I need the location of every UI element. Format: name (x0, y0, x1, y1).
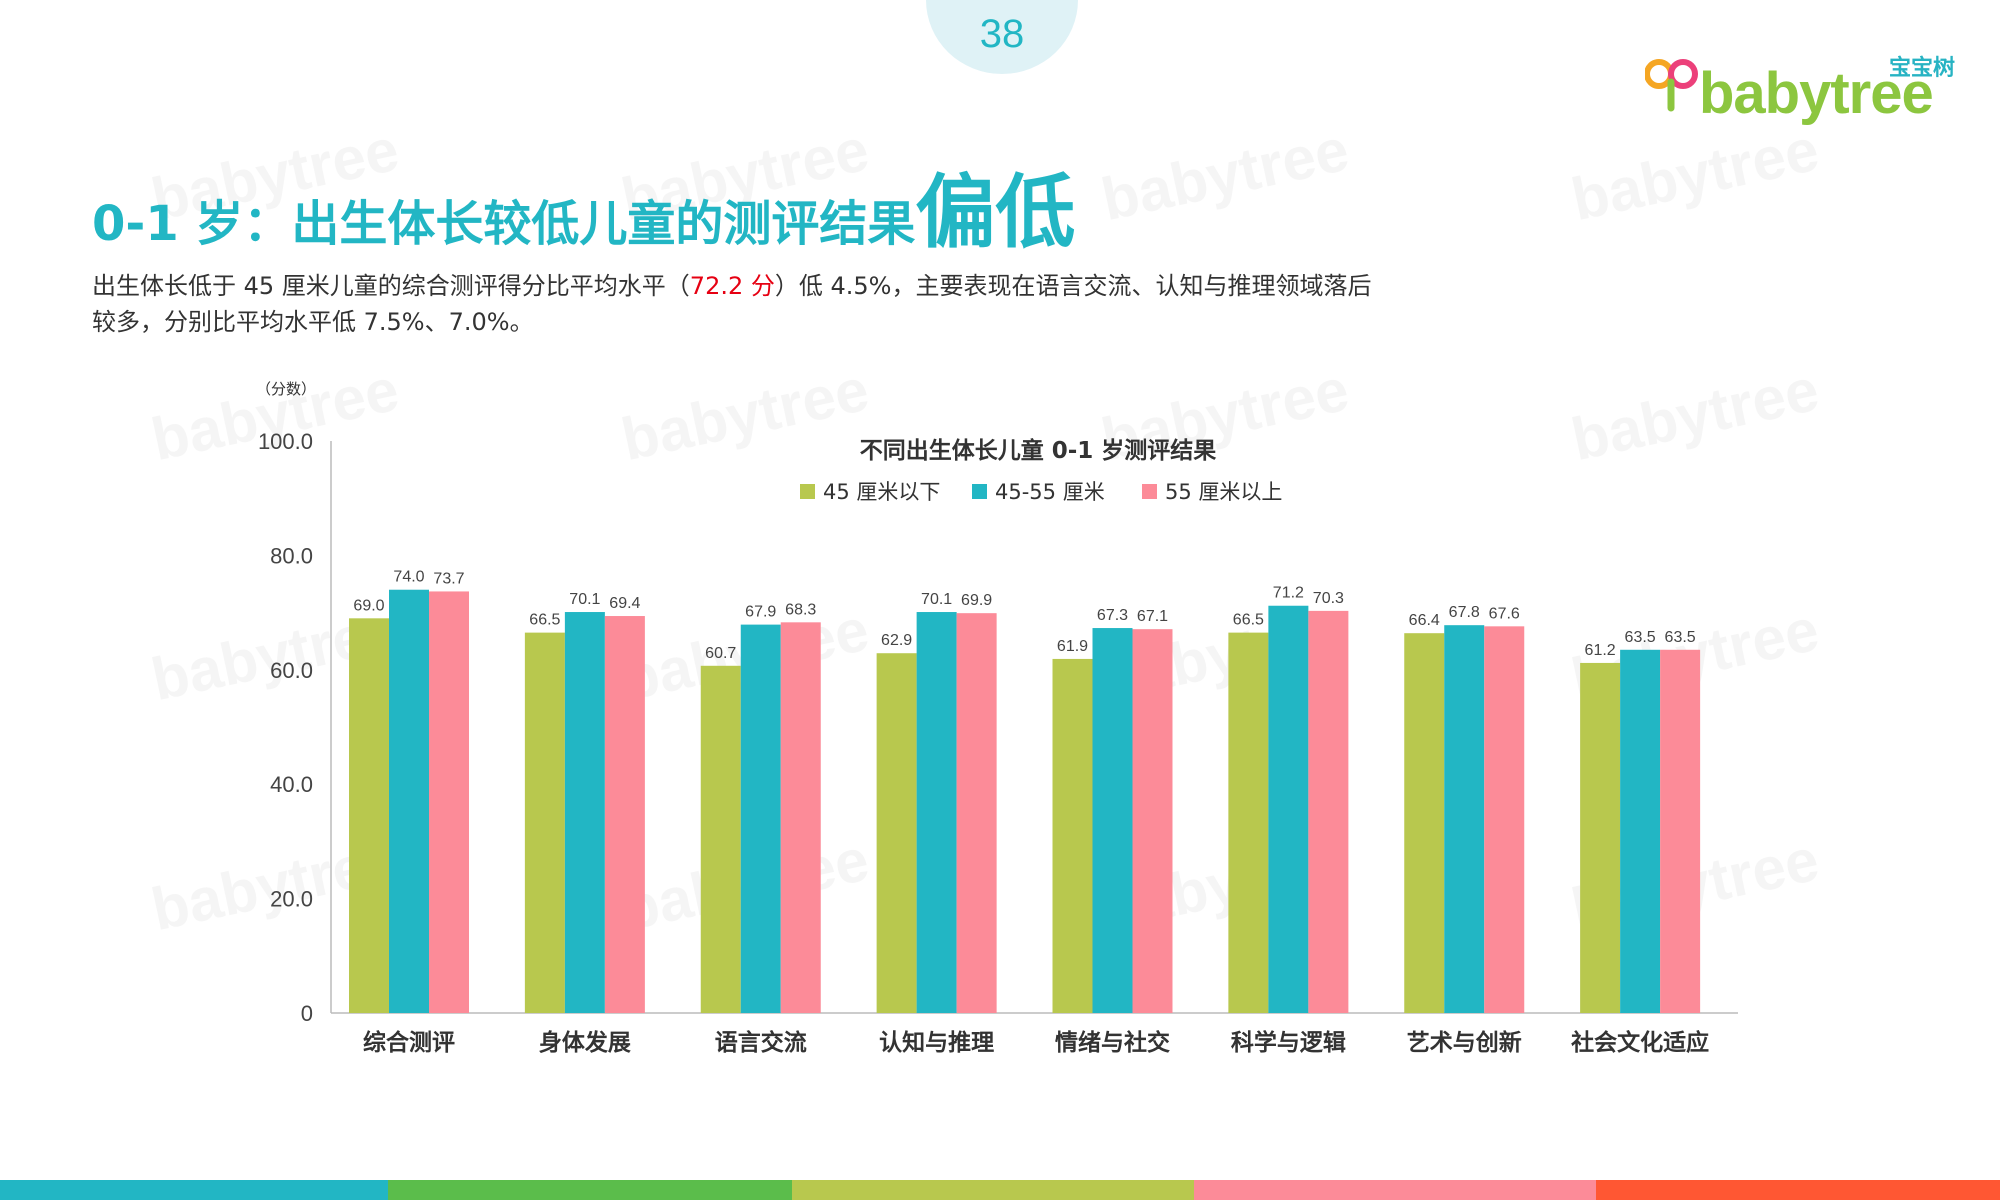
bar-value-label: 66.4 (1409, 612, 1440, 629)
x-tick-label: 身体发展 (539, 1029, 631, 1056)
page-title: 0-1 岁：出生体长较低儿童的测评结果偏低 (92, 148, 1075, 264)
y-tick-label: 80.0 (270, 543, 313, 568)
x-tick-label: 情绪与社交 (1055, 1029, 1170, 1056)
footer-stripe (1194, 1180, 1596, 1200)
bar-value-label: 68.3 (785, 601, 816, 618)
description-highlight: 72.2 分 (689, 272, 775, 300)
bar (1228, 632, 1269, 1013)
bar-value-label: 73.7 (433, 570, 464, 587)
bar (1620, 649, 1661, 1013)
legend-swatch (800, 484, 815, 499)
bar-value-label: 60.7 (705, 645, 736, 662)
bar-value-label: 62.9 (881, 632, 912, 649)
babytree-logo: 宝宝树 babytree (1645, 50, 1955, 126)
tree-logo-icon (1645, 59, 1698, 112)
bar (1484, 626, 1525, 1013)
bar-value-label: 67.1 (1137, 608, 1168, 625)
y-tick-label: 0 (301, 1001, 313, 1026)
x-tick-label: 认知与推理 (879, 1029, 994, 1056)
bar-value-label: 69.4 (609, 595, 640, 612)
y-axis-unit-label: （分数） (256, 380, 317, 398)
bar (876, 653, 917, 1013)
bar (1444, 625, 1485, 1013)
bar (604, 616, 645, 1013)
legend-swatch (972, 484, 987, 499)
bar (1660, 649, 1701, 1013)
bar (740, 624, 781, 1013)
bar (1268, 605, 1309, 1013)
bar-value-label: 69.0 (353, 597, 384, 614)
bar (1132, 629, 1173, 1013)
y-tick-label: 20.0 (270, 887, 313, 912)
bar-value-label: 74.0 (393, 569, 424, 586)
x-tick-label: 科学与逻辑 (1231, 1029, 1346, 1056)
bar (1308, 610, 1349, 1013)
bar-value-label: 66.5 (529, 612, 560, 629)
x-tick-label: 综合测评 (363, 1029, 455, 1056)
y-tick-label: 40.0 (270, 772, 313, 797)
logo-chinese-text: 宝宝树 (1888, 56, 1955, 81)
bar-value-label: 67.6 (1489, 605, 1520, 622)
bar-value-label: 70.3 (1313, 590, 1344, 607)
footer-stripe (0, 1180, 388, 1200)
title-main: 0-1 岁：出生体长较低儿童的测评结果 (92, 196, 916, 252)
bar (956, 613, 997, 1013)
description-part1: 出生体长低于 45 厘米儿童的综合测评得分比平均水平（ (92, 272, 690, 300)
chart-title: 不同出生体长儿童 0-1 岁测评结果 (860, 437, 1217, 464)
bar (564, 612, 605, 1013)
page-number: 38 (979, 12, 1025, 56)
x-tick-label: 社会文化适应 (1571, 1029, 1709, 1056)
legend-label: 45 厘米以下 (823, 480, 940, 504)
bar-value-label: 71.2 (1273, 585, 1304, 602)
legend-label: 55 厘米以上 (1165, 480, 1282, 504)
bar-value-label: 61.2 (1585, 642, 1616, 659)
bar-value-label: 63.5 (1625, 629, 1656, 646)
bar (700, 665, 741, 1013)
bar (916, 612, 957, 1013)
x-tick-label: 艺术与创新 (1407, 1029, 1522, 1056)
bar (1052, 658, 1093, 1013)
bar (429, 591, 469, 1013)
bar (1092, 628, 1133, 1013)
bar-value-label: 70.1 (921, 591, 952, 608)
bar (780, 622, 821, 1013)
bar (389, 589, 429, 1013)
bar-value-label: 67.3 (1097, 607, 1128, 624)
bar (1580, 662, 1621, 1013)
legend-label: 45-55 厘米 (995, 480, 1105, 504)
bar-value-label: 67.9 (745, 604, 776, 621)
legend-swatch (1142, 484, 1157, 499)
bar-value-label: 66.5 (1233, 612, 1264, 629)
bar-value-label: 61.9 (1057, 638, 1088, 655)
y-tick-label: 100.0 (258, 429, 313, 454)
footer-stripe (388, 1180, 792, 1200)
bar (524, 632, 565, 1013)
bar-value-label: 69.9 (961, 592, 992, 609)
bar-value-label: 70.1 (569, 591, 600, 608)
footer-stripe (1596, 1180, 2000, 1200)
description-part2: ）低 4.5%，主要表现在语言交流、认知与推理领域落后较多，分别比平均水平低 7… (92, 272, 1372, 336)
x-tick-label: 语言交流 (715, 1029, 807, 1056)
y-tick-label: 60.0 (270, 658, 313, 683)
bar (349, 618, 389, 1013)
bar-chart: 0 20.0 40.0 60.0 80.0 100.0 69.0 74.0 73.7 综合测评 66… (258, 429, 1738, 1056)
bar (1404, 633, 1445, 1013)
bar-value-label: 63.5 (1665, 629, 1696, 646)
footer-stripe (792, 1180, 1194, 1200)
description: 出生体长低于 45 厘米儿童的综合测评得分比平均水平（72.2 分）低 4.5%… (92, 268, 1372, 340)
bar-value-label: 67.8 (1449, 604, 1480, 621)
title-emphasis: 偏低 (915, 166, 1076, 259)
logo-english-text: babytree (1699, 61, 1934, 126)
